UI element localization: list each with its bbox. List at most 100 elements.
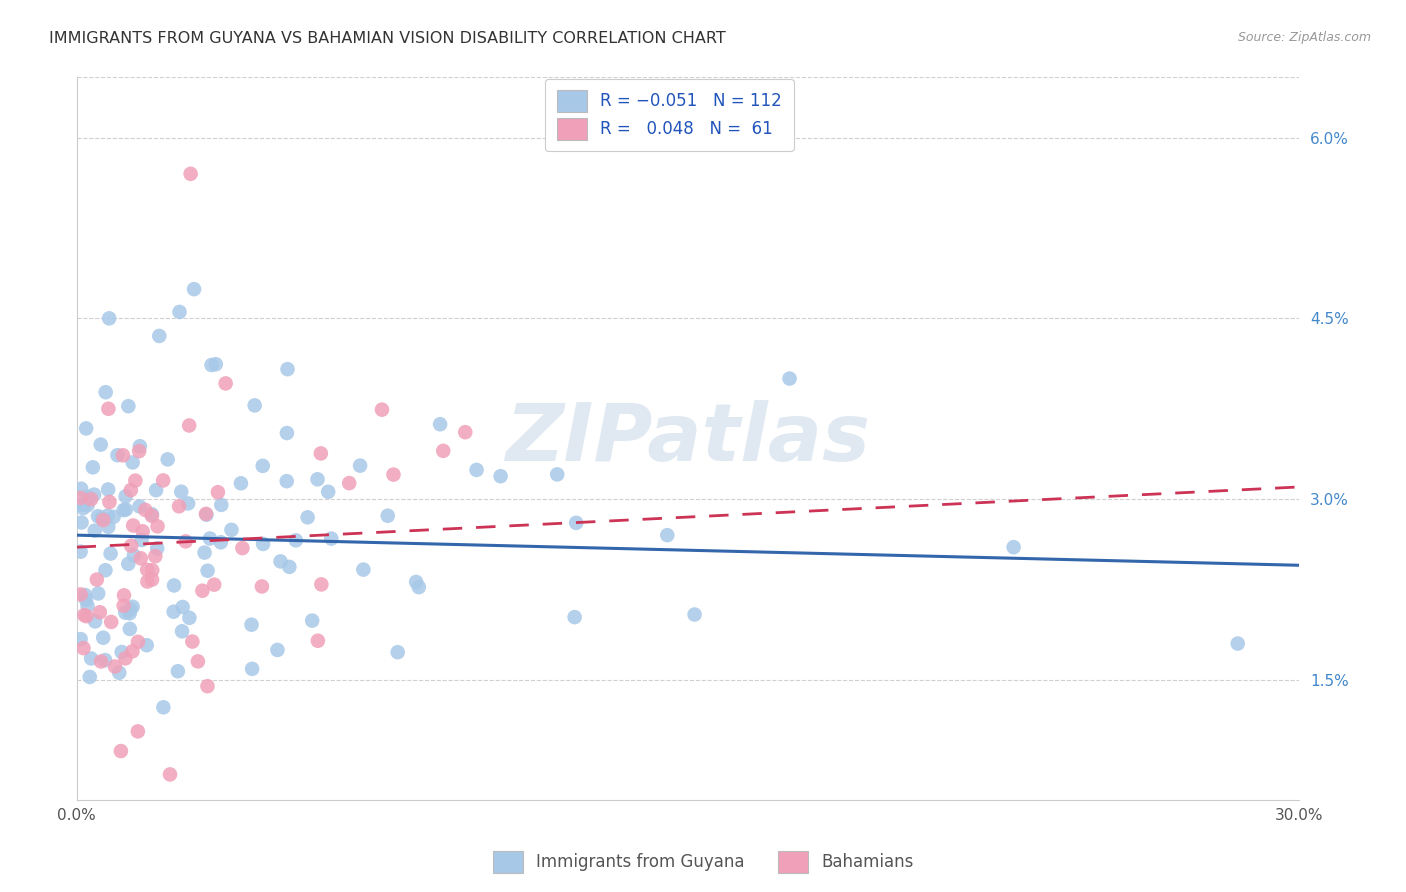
- Point: [108, 665, 131, 680]
- Point: [69, 587, 91, 601]
- Point: [84, 615, 107, 629]
- Point: [284, 533, 307, 548]
- Point: [97, 401, 120, 416]
- Point: [209, 535, 232, 549]
- Point: [321, 532, 343, 546]
- Point: [1002, 540, 1025, 554]
- Point: [564, 610, 586, 624]
- Point: [69, 498, 91, 512]
- Point: [128, 500, 150, 514]
- Point: [546, 467, 568, 482]
- Point: [301, 614, 323, 628]
- Point: [103, 509, 125, 524]
- Point: [69, 544, 91, 558]
- Point: [136, 574, 159, 589]
- Point: [110, 744, 132, 758]
- Point: [69, 491, 91, 505]
- Point: [75, 609, 97, 624]
- Point: [231, 541, 253, 555]
- Point: [90, 437, 112, 451]
- Point: [465, 463, 488, 477]
- Point: [135, 638, 157, 652]
- Point: [114, 651, 136, 665]
- Point: [90, 655, 112, 669]
- Point: [128, 444, 150, 458]
- Point: [77, 490, 100, 504]
- Point: [352, 563, 374, 577]
- Point: [111, 448, 134, 462]
- Point: [75, 421, 97, 435]
- Point: [172, 600, 194, 615]
- Point: [191, 583, 214, 598]
- Point: [278, 559, 301, 574]
- Point: [146, 519, 169, 533]
- Point: [76, 498, 98, 512]
- Point: [170, 484, 193, 499]
- Point: [207, 485, 229, 500]
- Point: [76, 599, 98, 613]
- Point: [174, 534, 197, 549]
- Point: [214, 376, 236, 391]
- Point: [170, 624, 193, 639]
- Point: [72, 497, 94, 511]
- Point: [72, 641, 94, 656]
- Point: [69, 632, 91, 646]
- Point: [83, 524, 105, 538]
- Point: [159, 767, 181, 781]
- Point: [89, 605, 111, 619]
- Point: [297, 510, 319, 524]
- Point: [100, 547, 122, 561]
- Point: [112, 588, 135, 602]
- Point: [197, 564, 219, 578]
- Point: [104, 659, 127, 673]
- Point: [122, 518, 145, 533]
- Point: [114, 489, 136, 503]
- Point: [489, 469, 512, 483]
- Point: [266, 643, 288, 657]
- Point: [141, 573, 163, 587]
- Point: [200, 358, 222, 372]
- Point: [405, 574, 427, 589]
- Point: [270, 554, 292, 568]
- Point: [79, 670, 101, 684]
- Point: [193, 545, 215, 559]
- Point: [382, 467, 405, 482]
- Point: [87, 509, 110, 524]
- Point: [408, 580, 430, 594]
- Point: [148, 329, 170, 343]
- Point: [134, 503, 156, 517]
- Point: [98, 495, 121, 509]
- Point: [83, 487, 105, 501]
- Point: [183, 282, 205, 296]
- Point: [87, 586, 110, 600]
- Legend: Immigrants from Guyana, Bahamians: Immigrants from Guyana, Bahamians: [486, 845, 920, 880]
- Point: [194, 507, 217, 521]
- Point: [204, 357, 226, 371]
- Point: [80, 492, 103, 507]
- Point: [75, 592, 97, 607]
- Point: [91, 631, 114, 645]
- Point: [179, 611, 201, 625]
- Point: [240, 617, 263, 632]
- Point: [98, 311, 121, 326]
- Point: [243, 398, 266, 412]
- Point: [276, 474, 298, 488]
- Point: [127, 635, 149, 649]
- Point: [90, 511, 112, 525]
- Point: [565, 516, 588, 530]
- Point: [100, 615, 122, 629]
- Point: [1226, 636, 1249, 650]
- Point: [167, 500, 190, 514]
- Point: [162, 605, 184, 619]
- Point: [114, 502, 136, 516]
- Point: [120, 602, 142, 616]
- Text: IMMIGRANTS FROM GUYANA VS BAHAMIAN VISION DISABILITY CORRELATION CHART: IMMIGRANTS FROM GUYANA VS BAHAMIAN VISIO…: [49, 31, 725, 46]
- Point: [167, 665, 190, 679]
- Point: [97, 483, 120, 497]
- Point: [309, 446, 332, 460]
- Point: [316, 484, 339, 499]
- Point: [73, 608, 96, 623]
- Point: [250, 579, 273, 593]
- Point: [118, 607, 141, 621]
- Point: [152, 700, 174, 714]
